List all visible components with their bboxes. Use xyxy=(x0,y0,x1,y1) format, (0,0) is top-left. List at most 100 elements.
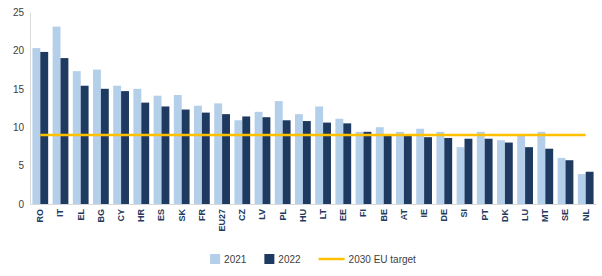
x-tick-label: BG xyxy=(96,209,106,223)
bar xyxy=(283,120,291,204)
y-tick-label: 15 xyxy=(13,84,25,95)
y-tick-label: 25 xyxy=(13,7,25,18)
x-tick: AT xyxy=(399,204,409,220)
x-tick: SI xyxy=(459,204,469,218)
x-tick: RO xyxy=(35,204,45,223)
x-tick: EL xyxy=(76,204,86,221)
legend-label: 2022 xyxy=(278,254,301,265)
bar xyxy=(424,137,432,204)
bar xyxy=(444,138,452,204)
x-tick-label: AT xyxy=(399,209,409,221)
y-axis: 0 5 10 15 20 25 xyxy=(13,7,31,210)
y-axis-line xyxy=(30,13,31,205)
bar xyxy=(457,147,465,204)
x-tick: BG xyxy=(96,204,106,223)
bar xyxy=(586,172,594,204)
x-tick: DE xyxy=(439,204,449,222)
x-tick-label: ES xyxy=(156,209,166,221)
bar xyxy=(255,112,263,204)
bar xyxy=(464,139,472,204)
x-tick-label: PT xyxy=(480,209,490,221)
bar xyxy=(396,132,404,204)
x-tick-label: IE xyxy=(419,209,429,218)
bar-series xyxy=(32,27,585,204)
x-tick-label: HR xyxy=(136,209,146,222)
x-tick-label: NL xyxy=(581,209,591,221)
legend-label: 2030 EU target xyxy=(349,254,416,265)
bar xyxy=(416,129,424,204)
legend-item: 2021 xyxy=(210,254,247,265)
bar xyxy=(295,114,303,204)
y-tick-label: 5 xyxy=(18,160,24,171)
x-tick: BE xyxy=(379,204,389,222)
bar xyxy=(141,103,149,204)
bar xyxy=(101,89,109,204)
x-tick-label: CZ xyxy=(237,209,247,221)
x-tick: LU xyxy=(520,204,530,221)
bar xyxy=(121,91,129,204)
x-tick-label: MT xyxy=(540,209,550,222)
x-tick: CZ xyxy=(237,204,247,221)
bar xyxy=(182,110,190,204)
chart: 0510152025ROITELBGCYHRESSKFREU27CZLVPLHU… xyxy=(0,0,602,276)
x-tick: IE xyxy=(419,204,429,218)
plot-area xyxy=(32,27,593,204)
bar xyxy=(558,158,566,204)
legend-item: 2022 xyxy=(264,254,301,265)
bar xyxy=(202,113,210,204)
x-tick-label: EE xyxy=(338,209,348,221)
x-tick: HU xyxy=(298,204,308,222)
bar xyxy=(53,27,61,204)
x-tick-label: SK xyxy=(177,209,187,222)
x-tick: HR xyxy=(136,204,146,222)
x-tick: IT xyxy=(55,204,65,217)
y-tick-label: 20 xyxy=(13,45,25,56)
y-tick-label: 10 xyxy=(13,122,25,133)
x-tick-label: LT xyxy=(318,208,328,219)
bar xyxy=(194,106,202,204)
bar xyxy=(40,52,48,204)
bar xyxy=(32,48,40,204)
bar xyxy=(133,89,141,204)
bar xyxy=(73,71,81,204)
x-tick: CY xyxy=(116,204,126,222)
x-tick: EE xyxy=(338,204,348,221)
legend-label: 2021 xyxy=(224,254,247,265)
target-line xyxy=(40,134,585,137)
bar xyxy=(565,160,573,204)
bar xyxy=(154,96,162,204)
x-tick: ES xyxy=(156,204,166,221)
x-tick-label: SI xyxy=(459,209,469,218)
x-tick-label: HU xyxy=(298,209,308,222)
y-tick-label: 0 xyxy=(18,199,24,210)
bar xyxy=(545,149,553,204)
x-tick-label: PL xyxy=(278,209,288,221)
x-tick: LT xyxy=(318,204,328,219)
bar xyxy=(93,70,101,204)
bar xyxy=(356,132,364,204)
legend: 2021 2022 2030 EU target xyxy=(210,254,416,265)
x-tick: SE xyxy=(560,204,570,221)
bar xyxy=(537,132,545,204)
bar xyxy=(485,139,493,204)
bar xyxy=(477,132,485,204)
y-tick: 0 xyxy=(18,199,30,210)
x-tick-label: DE xyxy=(439,209,449,222)
bar xyxy=(263,117,271,204)
x-tick: PT xyxy=(480,204,490,221)
bar xyxy=(578,174,586,204)
x-tick-label: CY xyxy=(116,209,126,222)
bar xyxy=(517,136,525,204)
bar xyxy=(497,140,505,204)
x-tick-label: FI xyxy=(358,209,368,217)
y-tick: 10 xyxy=(13,122,30,133)
legend-item: 2030 EU target xyxy=(319,254,416,265)
legend-key xyxy=(319,258,345,261)
x-tick: LV xyxy=(257,204,267,220)
x-tick: FI xyxy=(358,204,368,217)
x-tick: NL xyxy=(581,204,591,221)
x-tick: FR xyxy=(197,204,207,221)
bar xyxy=(162,106,170,204)
x-tick-label: BE xyxy=(379,209,389,222)
bar xyxy=(113,86,121,204)
